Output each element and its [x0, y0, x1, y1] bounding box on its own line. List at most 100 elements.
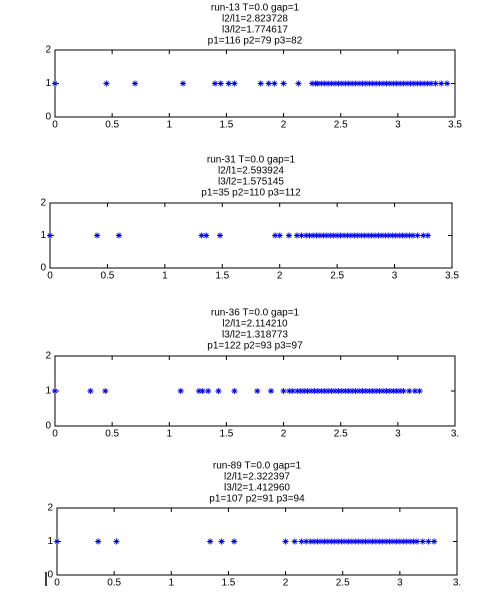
point — [271, 80, 278, 87]
point — [376, 538, 383, 545]
point — [311, 388, 318, 394]
point — [215, 388, 222, 394]
point — [316, 232, 323, 239]
point — [383, 388, 390, 394]
point — [113, 538, 120, 545]
point — [318, 80, 325, 87]
point — [341, 232, 348, 239]
point — [196, 388, 202, 394]
point — [335, 80, 342, 87]
point — [345, 80, 352, 87]
point — [373, 80, 380, 87]
y-tick-label: 2 — [45, 351, 51, 362]
point — [342, 80, 349, 87]
point — [372, 538, 379, 545]
point — [328, 80, 335, 87]
chart-title: p1=35 p2=110 p3=112 — [201, 188, 301, 199]
point — [348, 538, 355, 545]
point — [414, 80, 421, 87]
point — [386, 388, 393, 394]
point — [349, 388, 356, 394]
x-tick-label: 2 — [281, 120, 287, 131]
point — [295, 80, 302, 87]
point — [368, 232, 375, 239]
point — [285, 232, 292, 239]
point — [257, 80, 264, 87]
x-tick-label: 0.5 — [105, 120, 119, 131]
point — [52, 388, 58, 394]
point — [345, 538, 352, 545]
point — [361, 232, 368, 239]
x-tick-label: 0.5 — [107, 578, 121, 589]
point — [218, 538, 225, 545]
point — [338, 80, 345, 87]
x-tick-label: 1 — [169, 578, 175, 589]
point — [416, 388, 423, 394]
x-tick-label: 0.5 — [105, 429, 119, 440]
point — [406, 388, 413, 394]
point — [372, 232, 379, 239]
point — [298, 232, 305, 239]
point — [407, 80, 414, 87]
x-tick-label: 1.5 — [219, 429, 233, 440]
point — [304, 388, 311, 394]
point — [383, 80, 390, 87]
point — [324, 538, 331, 545]
point — [272, 232, 279, 239]
point — [203, 232, 210, 239]
point — [280, 388, 287, 394]
point — [352, 80, 359, 87]
point — [392, 232, 399, 239]
point — [397, 80, 404, 87]
point — [95, 538, 102, 545]
point — [390, 388, 397, 394]
x-tick-label: 2.5 — [336, 578, 350, 589]
point — [231, 388, 238, 394]
point — [351, 232, 358, 239]
point — [47, 232, 53, 239]
point — [396, 232, 403, 239]
point — [335, 388, 342, 394]
point — [369, 538, 376, 545]
point — [410, 538, 417, 545]
point — [425, 538, 432, 545]
point — [420, 232, 427, 239]
chart-title: run-89 T=0.0 gap=1 — [213, 461, 302, 472]
point — [362, 538, 369, 545]
point — [362, 80, 369, 87]
point — [306, 232, 313, 239]
point — [180, 80, 186, 87]
point — [344, 232, 351, 239]
y-tick-label: 2 — [40, 198, 46, 209]
point — [444, 80, 450, 87]
x-tick-label: 3 — [395, 120, 401, 131]
point — [265, 80, 272, 87]
x-tick-label: 3 — [392, 271, 398, 282]
point — [382, 232, 389, 239]
x-tick-label: 2.5 — [330, 271, 344, 282]
chart-title: l3/l2=1.318773 — [222, 330, 288, 341]
chart-title: p1=107 p2=91 p3=94 — [209, 494, 305, 505]
point — [347, 232, 354, 239]
y-tick-label: 1 — [45, 386, 51, 397]
point — [352, 538, 359, 545]
x-tick-label: 3. — [453, 578, 461, 589]
point — [359, 388, 366, 394]
point — [438, 80, 445, 87]
point — [328, 538, 335, 545]
chart-title: run-13 T=0.0 gap=1 — [211, 3, 300, 14]
point — [338, 388, 345, 394]
point — [390, 80, 397, 87]
point — [205, 388, 212, 394]
point — [328, 388, 335, 394]
chart-title: l2/l1=2.823728 — [222, 14, 288, 25]
point — [342, 388, 349, 394]
y-tick-label: 1 — [45, 78, 51, 89]
x-tick-label: 2 — [277, 271, 283, 282]
point — [366, 388, 373, 394]
x-tick-label: 1.5 — [219, 120, 233, 131]
point — [327, 232, 334, 239]
x-tick-label: 3 — [397, 578, 403, 589]
